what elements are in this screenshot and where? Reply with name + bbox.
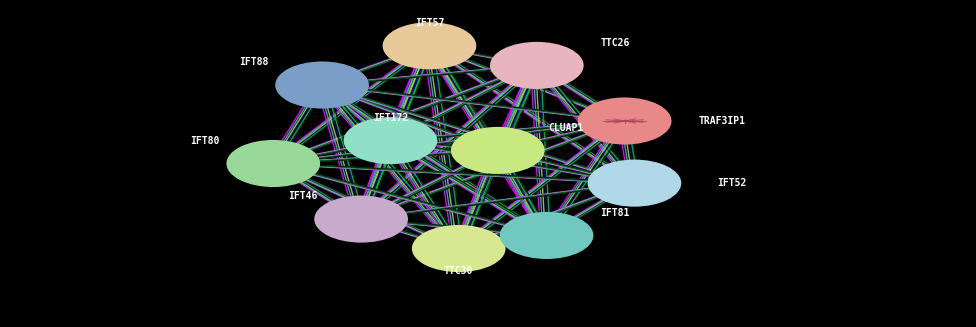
- Text: IFT81: IFT81: [600, 208, 630, 217]
- Ellipse shape: [490, 42, 584, 89]
- Ellipse shape: [588, 160, 681, 207]
- Ellipse shape: [451, 127, 545, 174]
- Ellipse shape: [226, 140, 320, 187]
- Ellipse shape: [383, 22, 476, 69]
- Text: IFT172: IFT172: [373, 113, 408, 123]
- Text: TTC26: TTC26: [600, 38, 630, 47]
- Ellipse shape: [344, 117, 437, 164]
- Ellipse shape: [412, 225, 506, 272]
- Ellipse shape: [314, 196, 408, 243]
- Text: IFT46: IFT46: [288, 191, 317, 201]
- Text: IFT57: IFT57: [415, 18, 444, 28]
- Text: TTC30: TTC30: [444, 267, 473, 276]
- Text: IFT80: IFT80: [190, 136, 220, 146]
- Ellipse shape: [275, 61, 369, 109]
- Text: IFT88: IFT88: [239, 57, 268, 67]
- Ellipse shape: [578, 97, 671, 145]
- Text: CLUAP1: CLUAP1: [549, 123, 584, 132]
- Text: TRAF3IP1: TRAF3IP1: [699, 116, 746, 126]
- Ellipse shape: [500, 212, 593, 259]
- Text: IFT52: IFT52: [717, 178, 747, 188]
